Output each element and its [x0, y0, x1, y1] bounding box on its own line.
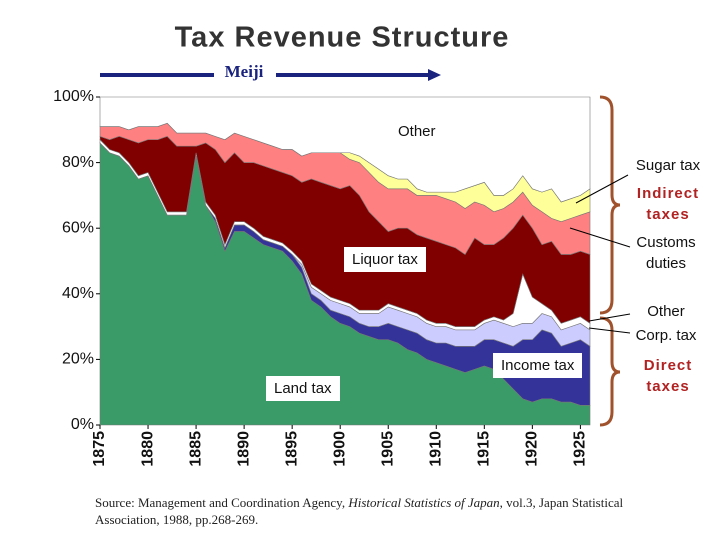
legend-label: Other	[647, 303, 685, 320]
source-text: , vol.3, Japan Statistical Association, …	[95, 495, 624, 527]
source-text: Source: Management and Coordination Agen…	[95, 495, 349, 510]
x-tick-label: 1900	[331, 431, 348, 467]
area-label: Income tax	[493, 353, 583, 378]
x-tick-label: 1920	[524, 431, 541, 467]
x-tick-label: 1880	[139, 431, 156, 467]
group-label: Indirect taxes	[636, 185, 700, 223]
source-book: Historical Statistics of Japan	[348, 495, 500, 510]
x-tick-label: 1885	[187, 431, 204, 467]
leader-line	[575, 174, 629, 204]
legend-label: Customs duties	[636, 234, 696, 272]
chart-title: Tax Revenue Structure	[175, 22, 510, 54]
x-tick-label: 1890	[235, 431, 252, 467]
y-tick-label: 80%	[62, 154, 94, 171]
x-tick-label: 1925	[572, 431, 589, 467]
area-label: Other	[398, 123, 436, 140]
leader-line	[569, 227, 631, 248]
legend-label: Sugar tax	[635, 157, 701, 174]
legend-label: Corp. tax	[635, 327, 697, 344]
y-tick-label: 0%	[71, 416, 94, 433]
y-tick-label: 60%	[62, 219, 94, 236]
x-tick-label: 1915	[476, 431, 493, 467]
group-label: Direct taxes	[643, 357, 693, 395]
brace	[599, 95, 621, 315]
leader-line	[588, 327, 631, 334]
source-note: Source: Management and Coordination Agen…	[95, 494, 685, 528]
y-tick-label: 40%	[62, 285, 94, 302]
area-label: Land tax	[266, 376, 340, 401]
brace	[599, 316, 621, 427]
y-tick-label: 100%	[53, 88, 94, 105]
area-label: Liquor tax	[344, 247, 426, 272]
area	[99, 96, 591, 203]
x-tick-label: 1905	[379, 431, 396, 467]
leader-line	[588, 313, 631, 322]
era-label: Meiji	[225, 62, 264, 81]
x-tick-label: 1875	[91, 431, 108, 467]
x-tick-label: 1895	[283, 431, 300, 467]
y-tick-label: 20%	[62, 351, 94, 368]
x-tick-label: 1910	[427, 431, 444, 467]
arrow-head	[428, 69, 441, 81]
